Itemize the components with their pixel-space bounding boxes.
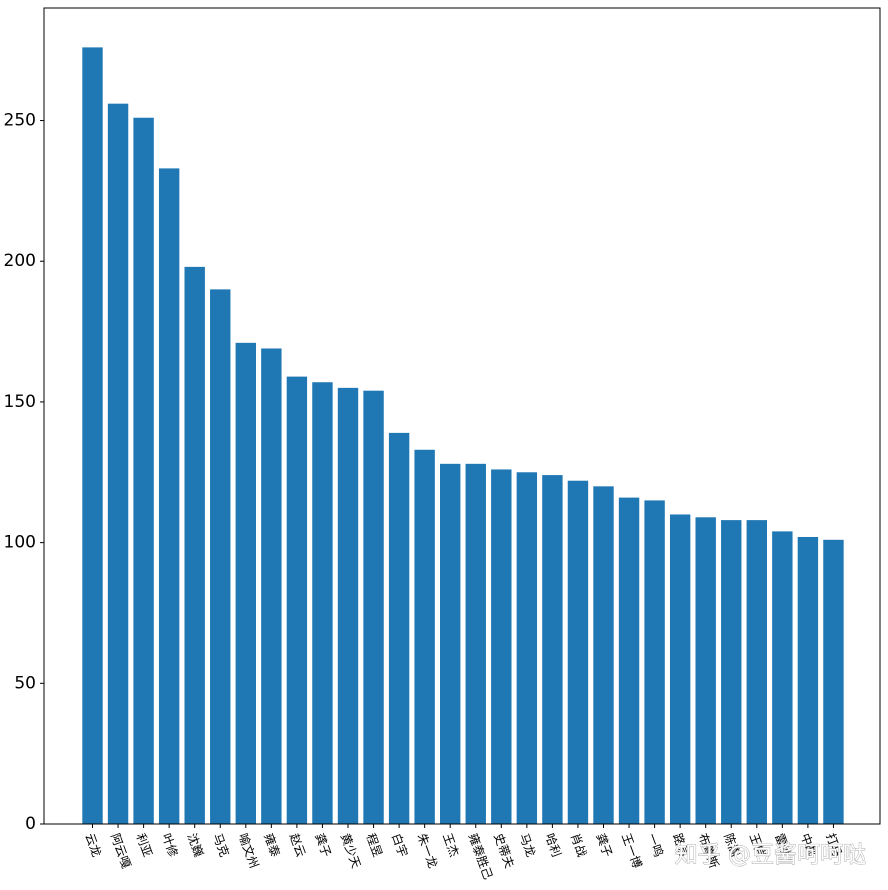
bar	[82, 47, 103, 824]
x-tick-label: 一鸣	[644, 831, 666, 859]
y-tick-label: 0	[25, 814, 36, 834]
bar	[567, 480, 589, 824]
bar	[337, 387, 359, 824]
bar	[797, 536, 819, 824]
x-tick-label: 哈利	[542, 831, 563, 858]
y-tick-label: 100	[4, 533, 36, 553]
x-tick-label: 龚子	[312, 831, 334, 859]
bar	[491, 469, 512, 824]
x-tick-label: 喻文州	[236, 831, 262, 870]
x-tick-label: 赵云	[287, 831, 308, 858]
x-tick-label: 龚子	[593, 831, 615, 859]
bar	[107, 103, 129, 825]
bar	[593, 486, 614, 824]
bar	[133, 117, 154, 825]
bar	[388, 432, 410, 824]
bar	[158, 168, 180, 824]
bar	[235, 342, 256, 824]
x-tick-label: 朱一龙	[415, 831, 440, 870]
x-tick-label: 利亚	[133, 831, 154, 858]
bar	[823, 539, 844, 824]
x-tick-label: 白宇	[389, 831, 411, 859]
y-tick-label: 50	[14, 673, 36, 693]
x-tick-label: 王杰	[440, 831, 461, 858]
x-tick-label: 云龙	[82, 831, 103, 858]
bar	[721, 520, 742, 824]
y-tick-label: 200	[4, 251, 36, 271]
x-tick-label: 黄少天	[338, 831, 363, 870]
bar	[772, 531, 793, 824]
bar	[440, 463, 461, 824]
x-tick-label: 叶修	[159, 831, 181, 859]
x-tick-label: 史蒂夫	[491, 831, 516, 870]
watermark-text: 知乎 @豆酱呵呵哒	[675, 842, 866, 868]
x-tick-label: 王一博	[619, 831, 645, 870]
bar	[644, 500, 665, 824]
bar	[414, 449, 435, 824]
bar	[363, 390, 384, 824]
plot-frame	[43, 7, 881, 825]
x-tick-label: 雍泰胜己	[466, 831, 497, 881]
x-tick-label: 雍泰	[261, 831, 283, 859]
bar	[261, 348, 282, 824]
bars-group	[82, 47, 844, 825]
y-tick-label: 250	[4, 111, 36, 131]
x-tick-label: 马克	[210, 831, 231, 858]
y-tick-label: 150	[4, 392, 36, 412]
bar	[695, 517, 716, 824]
bar	[516, 472, 538, 824]
bar	[669, 514, 691, 824]
x-tick-label: 肖战	[568, 831, 589, 858]
bar	[542, 475, 563, 824]
x-tick-label: 程昱	[363, 831, 385, 859]
bar	[210, 289, 231, 824]
bar	[286, 376, 308, 824]
y-axis: 0 50 100 150 200 250	[4, 111, 44, 834]
x-tick-label: 沈巍	[185, 831, 207, 859]
bar	[746, 520, 767, 824]
bar	[618, 497, 640, 824]
bar	[184, 266, 205, 824]
bar	[312, 382, 333, 824]
bar	[465, 463, 486, 824]
x-tick-label: 阿云嘎	[108, 831, 133, 870]
x-tick-label: 马龙	[517, 831, 538, 858]
